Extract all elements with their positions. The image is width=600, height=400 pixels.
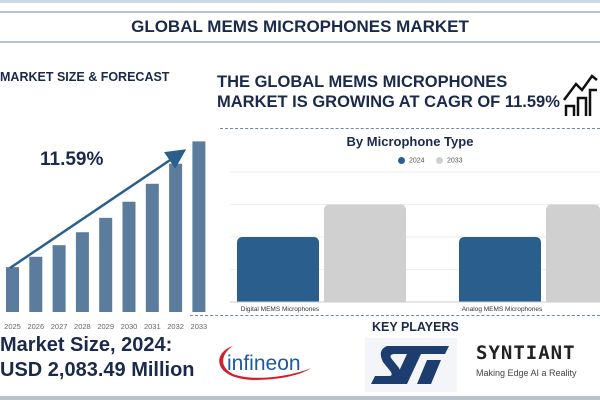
year-tick-label: 2029 (97, 322, 114, 331)
growth-chart-icon (563, 74, 598, 116)
forecast-chart: 11.59% 2025 2026 2027 2028 2029 2030 2031 2032 2… (4, 141, 208, 331)
bottom-bar (0, 396, 600, 400)
divider (190, 315, 600, 316)
category-label: Analog MEMS Microphones (461, 306, 543, 313)
baseline-mask (230, 302, 600, 305)
year-tick-label: 2033 (191, 322, 208, 331)
key-players-label: KEY PLAYERS (372, 320, 459, 334)
year-tick-label: 2030 (121, 322, 138, 331)
year-tick-label: 2031 (144, 322, 161, 331)
year-tick-label: 2028 (74, 322, 91, 331)
forecast-bar-2027 (52, 245, 66, 312)
forecast-bar-2029 (99, 217, 113, 312)
legend-swatch (398, 157, 405, 164)
bar-2024-0 (237, 237, 319, 305)
forecast-bar-2025 (6, 267, 19, 312)
bar-2033-0 (324, 204, 406, 305)
left-heading: MARKET SIZE & FORECAST (0, 70, 170, 84)
year-tick-label: 2032 (167, 322, 184, 331)
year-tick-label: 2027 (51, 322, 68, 331)
infineon-logo: infineon (213, 338, 313, 388)
growth-arrow (9, 149, 187, 270)
category-label: Digital MEMS Microphones (240, 306, 320, 313)
bar-2024-1 (459, 237, 541, 305)
segment-chart (230, 171, 600, 305)
legend-label: 2024 (409, 157, 425, 165)
legend-label: 2033 (447, 157, 463, 165)
divider (220, 128, 600, 129)
syntiant-tagline: Making Edge AI a Reality (476, 368, 577, 378)
market-size-label: Market Size, 2024: (0, 334, 173, 356)
legend-item-2033: 2033 (436, 157, 463, 164)
year-tick-label: 2026 (27, 322, 44, 331)
st-logo (365, 338, 457, 392)
cagr-label: 11.59% (40, 149, 103, 170)
bar-2033-1 (546, 204, 600, 305)
forecast-bar-2030 (122, 201, 136, 312)
top-bar (0, 0, 600, 3)
syntiant-text: SYNTIANT (476, 342, 576, 364)
forecast-bar-2028 (75, 232, 89, 312)
headline: THE GLOBAL MEMS MICROPHONES MARKET IS GR… (217, 73, 560, 111)
forecast-bar-2031 (145, 183, 159, 312)
infineon-text: infineon (227, 352, 301, 375)
legend-item-2024: 2024 (398, 157, 425, 164)
market-size-value: USD 2,083.49 Million (0, 359, 195, 381)
year-tick-label: 2025 (4, 322, 21, 331)
forecast-bar-2033 (192, 141, 206, 312)
forecast-bar-2032 (169, 163, 183, 312)
page-title: GLOBAL MEMS MICROPHONES MARKET (0, 11, 600, 43)
legend-swatch (436, 157, 443, 164)
segment-chart-title: By Microphone Type (346, 134, 474, 149)
syntiant-logo: SYNTIANT Making Edge AI a Reality (476, 342, 596, 390)
forecast-bar-2026 (29, 256, 43, 312)
